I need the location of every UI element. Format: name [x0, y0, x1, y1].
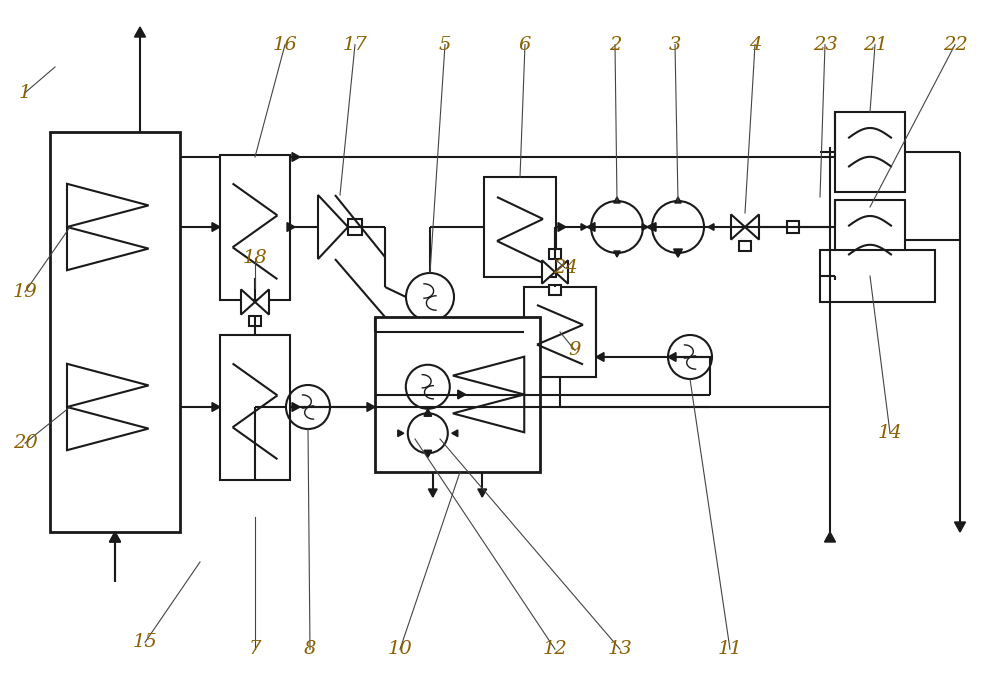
Polygon shape: [424, 409, 432, 416]
Bar: [549, 249, 561, 259]
Polygon shape: [675, 251, 681, 257]
Polygon shape: [452, 430, 458, 436]
Polygon shape: [558, 223, 566, 232]
Text: 14: 14: [878, 424, 902, 442]
Polygon shape: [542, 260, 555, 284]
Polygon shape: [648, 223, 656, 232]
Polygon shape: [668, 352, 676, 361]
Polygon shape: [255, 289, 269, 315]
Text: 16: 16: [273, 36, 297, 54]
Bar: [484, 177, 556, 277]
Polygon shape: [67, 364, 149, 407]
Polygon shape: [674, 249, 682, 257]
Bar: [739, 241, 751, 251]
Text: 9: 9: [569, 341, 581, 359]
Text: 4: 4: [749, 36, 761, 54]
Polygon shape: [424, 409, 431, 415]
Polygon shape: [453, 357, 524, 394]
Polygon shape: [596, 352, 604, 361]
Polygon shape: [745, 214, 759, 240]
Polygon shape: [614, 197, 620, 203]
Polygon shape: [292, 153, 300, 161]
Polygon shape: [581, 224, 587, 230]
Polygon shape: [287, 223, 295, 232]
Text: 15: 15: [133, 633, 157, 651]
Polygon shape: [67, 227, 149, 270]
Polygon shape: [241, 289, 255, 315]
Polygon shape: [110, 532, 120, 542]
Polygon shape: [428, 489, 437, 497]
Polygon shape: [318, 195, 348, 259]
Polygon shape: [647, 224, 653, 230]
Polygon shape: [292, 403, 300, 412]
Bar: [50, 132, 180, 532]
Polygon shape: [398, 430, 404, 436]
Text: 20: 20: [13, 434, 37, 452]
Text: 13: 13: [608, 640, 632, 658]
Text: 6: 6: [519, 36, 531, 54]
Polygon shape: [110, 532, 120, 542]
Polygon shape: [614, 251, 620, 257]
Polygon shape: [675, 197, 681, 203]
Bar: [249, 316, 261, 326]
Polygon shape: [424, 451, 431, 458]
Polygon shape: [134, 27, 146, 37]
Polygon shape: [212, 403, 220, 412]
Polygon shape: [458, 390, 466, 399]
Bar: [220, 335, 290, 480]
Polygon shape: [642, 224, 648, 230]
Polygon shape: [67, 407, 149, 450]
Text: 10: 10: [388, 640, 412, 658]
Text: 23: 23: [813, 36, 837, 54]
Polygon shape: [367, 403, 375, 412]
Text: 24: 24: [553, 259, 577, 277]
Bar: [220, 155, 290, 300]
Text: 17: 17: [343, 36, 367, 54]
Text: 18: 18: [243, 249, 267, 267]
Bar: [787, 221, 799, 233]
Bar: [524, 287, 596, 377]
Text: 3: 3: [669, 36, 681, 54]
Text: 21: 21: [863, 36, 887, 54]
Bar: [820, 250, 935, 302]
Text: 2: 2: [609, 36, 621, 54]
Polygon shape: [731, 214, 745, 240]
Text: 1: 1: [19, 84, 31, 102]
Polygon shape: [212, 223, 220, 232]
Text: 5: 5: [439, 36, 451, 54]
Polygon shape: [478, 489, 487, 497]
Bar: [835, 112, 905, 192]
Text: 7: 7: [249, 640, 261, 658]
Polygon shape: [453, 394, 524, 432]
Bar: [348, 219, 362, 235]
Text: 8: 8: [304, 640, 316, 658]
Bar: [375, 317, 540, 472]
Text: 12: 12: [543, 640, 567, 658]
Text: 22: 22: [943, 36, 967, 54]
Polygon shape: [824, 532, 836, 542]
Text: 19: 19: [13, 283, 37, 301]
Polygon shape: [424, 450, 432, 458]
Bar: [835, 200, 905, 280]
Polygon shape: [954, 522, 966, 532]
Polygon shape: [555, 260, 568, 284]
Polygon shape: [67, 184, 149, 227]
Text: 11: 11: [718, 640, 742, 658]
Polygon shape: [708, 224, 714, 230]
Bar: [549, 285, 561, 295]
Polygon shape: [587, 223, 595, 232]
